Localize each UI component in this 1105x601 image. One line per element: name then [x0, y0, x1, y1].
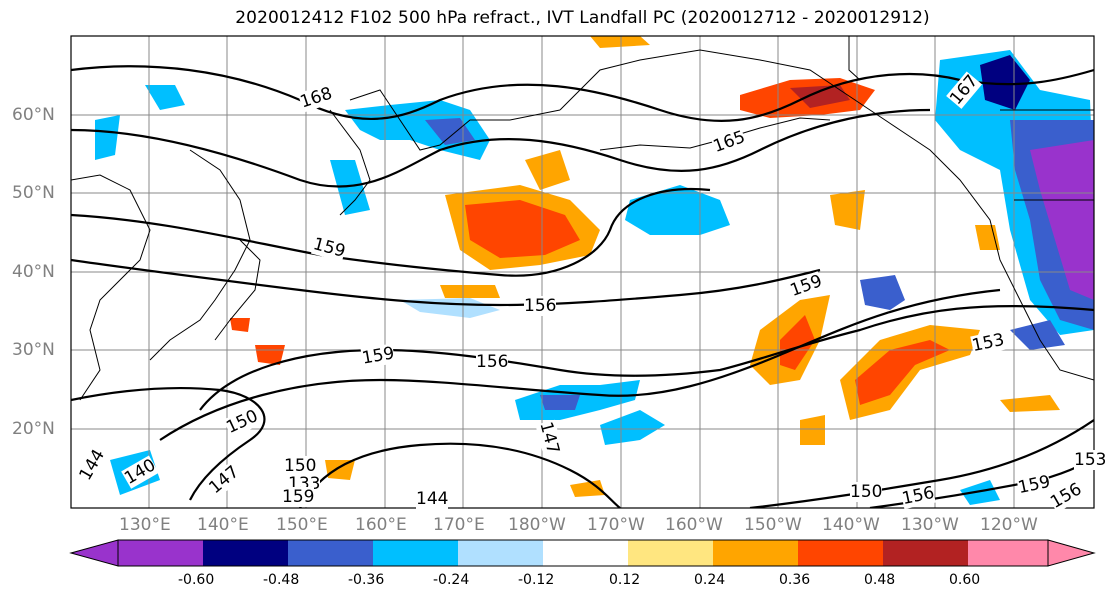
lon-label: 120°W	[980, 515, 1038, 535]
lon-label: 140°E	[197, 515, 249, 535]
lat-label-40n: 40°N	[12, 262, 55, 282]
colorbar-tick: -0.48	[263, 572, 300, 588]
lat-label-20n: 20°N	[12, 419, 55, 439]
lon-label: 130°E	[119, 515, 171, 535]
colorbar-tick: -0.60	[178, 572, 215, 588]
lat-label-30n: 30°N	[12, 340, 55, 360]
lon-label: 150°E	[276, 515, 328, 535]
colorbar-tick: -0.12	[518, 572, 555, 588]
lat-label-50n: 50°N	[12, 183, 55, 203]
colorbar	[69, 539, 1096, 567]
colorbar-high-extension	[1047, 539, 1096, 567]
contour-label: 156	[476, 352, 509, 372]
colorbar-tick: 0.36	[779, 572, 811, 588]
colorbar-tick: 0.48	[864, 572, 896, 588]
colorbar-tick: 0.12	[609, 572, 641, 588]
contour-label: 150	[284, 456, 317, 476]
colorbar-tick: 0.60	[949, 572, 981, 588]
graticule	[71, 36, 1094, 508]
lon-label: 160°W	[665, 515, 723, 535]
contour-label: 153	[1074, 450, 1105, 470]
lon-label: 160°E	[355, 515, 407, 535]
contour-label: 150	[850, 482, 883, 502]
contour-label: 156	[524, 296, 557, 316]
lat-label-60n: 60°N	[12, 105, 55, 125]
contour-label: 144	[416, 489, 449, 509]
colorbar-tick: 0.24	[694, 572, 726, 588]
colorbar-tick: -0.36	[348, 572, 385, 588]
lon-label: 180°W	[508, 515, 566, 535]
positive-anomaly-areas	[230, 36, 1060, 497]
map-title: 2020012412 F102 500 hPa refract., IVT La…	[235, 8, 930, 28]
contour-label: 159	[282, 487, 315, 507]
lon-label: 150°W	[744, 515, 802, 535]
lon-label: 170°W	[587, 515, 645, 535]
refractivity-contours	[71, 65, 1094, 508]
lon-label: 170°E	[433, 515, 485, 535]
lon-label: 130°W	[901, 515, 959, 535]
colorbar-low-extension	[69, 539, 119, 567]
colorbar-tick: -0.24	[433, 572, 470, 588]
lon-label: 140°W	[822, 515, 880, 535]
